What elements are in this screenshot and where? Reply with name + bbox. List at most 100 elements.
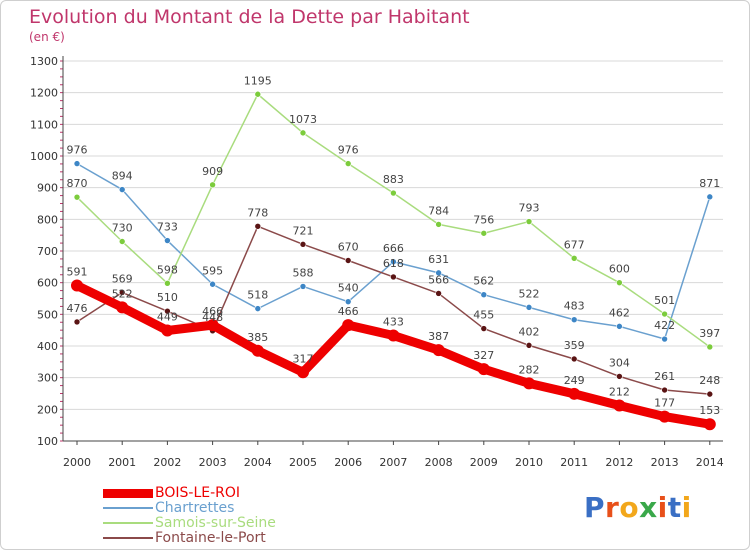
legend-label: Samois-sur-Seine [155, 515, 276, 531]
data-label: 522 [112, 287, 133, 300]
legend-item: Fontaine-le-Port [103, 530, 266, 546]
data-label: 510 [157, 291, 178, 304]
data-label: 976 [67, 144, 88, 157]
data-point [164, 307, 171, 315]
data-point [118, 186, 126, 193]
logo-letter: r [605, 491, 620, 524]
data-label: 870 [67, 177, 88, 190]
data-label: 1195 [244, 74, 272, 87]
data-label: 756 [473, 213, 494, 226]
y-tick-label: 1100 [30, 118, 58, 131]
data-label: 784 [428, 204, 449, 217]
data-point [435, 290, 442, 297]
data-point [525, 304, 533, 311]
data-label: 248 [699, 374, 720, 387]
x-tick-label: 2014 [696, 456, 724, 469]
data-label: 483 [564, 300, 585, 313]
data-point [661, 310, 668, 318]
data-point [299, 283, 307, 290]
data-point [525, 342, 533, 349]
legend-label: Chartrettes [155, 500, 235, 516]
proxiti-logo: Proxiti [584, 491, 692, 524]
data-label: 569 [112, 272, 133, 285]
data-label: 721 [293, 224, 314, 237]
data-point [706, 193, 714, 201]
data-point [480, 291, 488, 299]
x-tick-label: 2000 [63, 456, 91, 469]
data-point [661, 386, 668, 394]
x-tick-label: 2010 [515, 456, 543, 469]
data-label: 402 [519, 325, 540, 338]
data-label: 449 [157, 310, 178, 323]
x-tick-label: 2005 [289, 456, 317, 469]
data-point [116, 301, 129, 314]
data-label: 385 [247, 331, 268, 344]
data-label: 566 [428, 273, 449, 286]
data-point [435, 221, 442, 228]
data-point [209, 181, 216, 189]
logo-letter: o [619, 491, 640, 524]
data-point [432, 344, 445, 357]
legend-swatch [103, 488, 153, 498]
x-tick-label: 2003 [199, 456, 227, 469]
data-label: 212 [609, 386, 630, 399]
data-point [568, 387, 581, 400]
data-point [477, 363, 490, 376]
y-tick-label: 1300 [30, 55, 58, 68]
x-tick-label: 2013 [651, 456, 679, 469]
data-label: 433 [383, 316, 404, 329]
legend-swatch [103, 522, 153, 524]
data-point [703, 418, 716, 431]
y-tick-label: 300 [37, 372, 58, 385]
data-point [164, 237, 171, 244]
data-label: 177 [654, 397, 675, 410]
data-label: 327 [473, 349, 494, 362]
x-tick-label: 2006 [334, 456, 362, 469]
data-point [73, 160, 81, 167]
logo-letter: P [584, 491, 606, 524]
y-tick-label: 600 [37, 277, 58, 290]
data-label: 871 [699, 177, 720, 190]
data-label: 730 [112, 222, 133, 235]
data-point [570, 254, 578, 262]
data-point [387, 329, 400, 342]
data-label: 595 [202, 264, 223, 277]
data-point [613, 399, 626, 412]
x-tick-label: 2002 [153, 456, 181, 469]
data-label: 422 [654, 319, 675, 332]
y-tick-label: 800 [37, 213, 58, 226]
data-label: 618 [383, 257, 404, 270]
data-label: 359 [564, 339, 585, 352]
chart-unit: (en €) [29, 30, 65, 44]
data-point [164, 279, 171, 287]
data-label: 976 [338, 144, 359, 157]
data-point [161, 324, 174, 337]
legend-item: BOIS-LE-ROI [103, 485, 240, 501]
logo-letter: i [657, 491, 668, 524]
x-tick-label: 2009 [470, 456, 498, 469]
data-label: 600 [609, 263, 630, 276]
x-tick-label: 2007 [379, 456, 407, 469]
data-label: 462 [609, 306, 630, 319]
x-tick-label: 2004 [244, 456, 272, 469]
legend-label: BOIS-LE-ROI [155, 485, 241, 501]
data-label: 387 [428, 330, 449, 343]
data-label: 793 [519, 202, 540, 215]
data-label: 455 [473, 309, 494, 322]
data-point [525, 218, 533, 225]
y-tick-label: 1000 [30, 150, 58, 163]
data-point [344, 160, 352, 167]
data-point [209, 280, 216, 288]
data-label: 261 [654, 370, 675, 383]
data-point [570, 316, 578, 324]
logo-letter: x [639, 491, 658, 524]
data-label: 466 [202, 305, 223, 318]
data-point [616, 323, 623, 330]
data-label: 540 [338, 282, 359, 295]
data-label: 518 [247, 289, 268, 302]
data-label: 670 [338, 241, 359, 254]
data-label: 476 [67, 302, 88, 315]
data-point [299, 129, 307, 137]
data-label: 304 [609, 356, 630, 369]
y-tick-label: 400 [37, 340, 58, 353]
